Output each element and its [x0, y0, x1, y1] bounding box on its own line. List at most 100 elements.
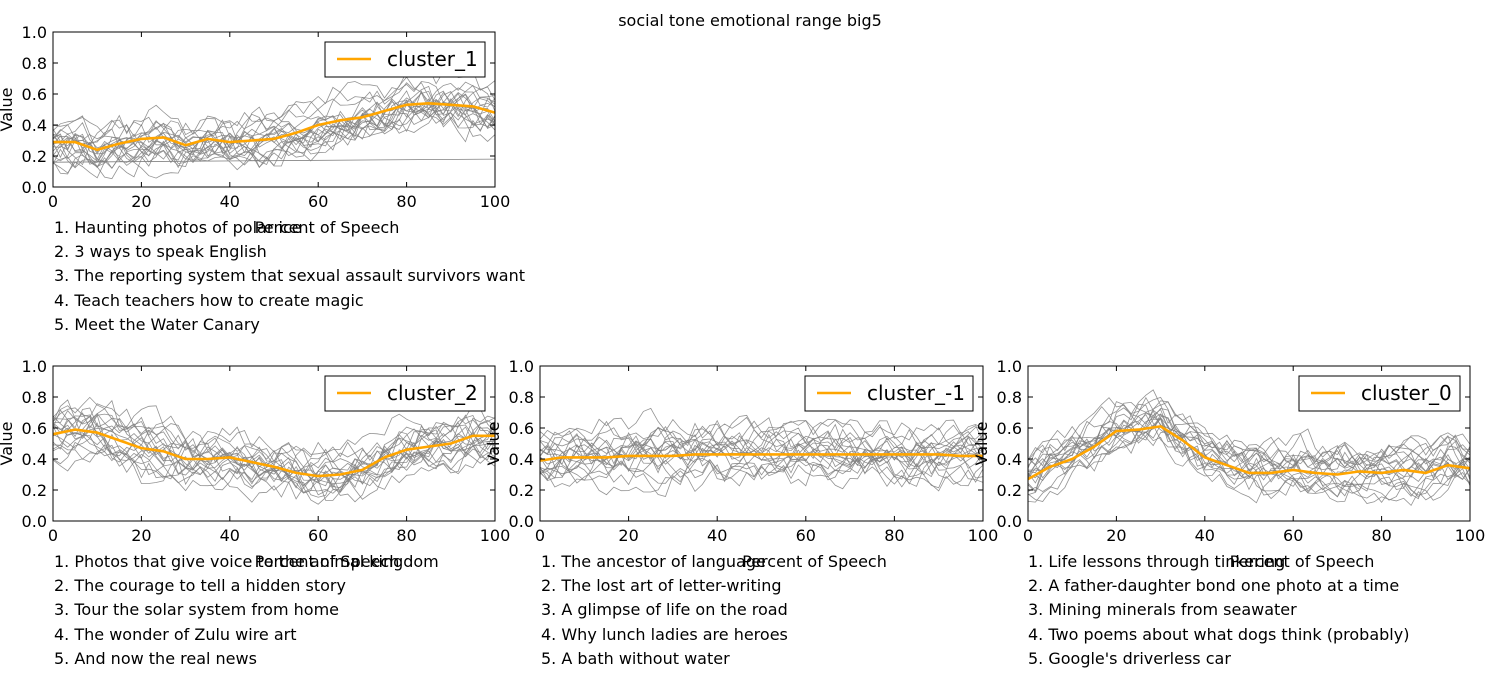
x-tick-label: 100	[480, 192, 511, 211]
talk-title: 3. A glimpse of life on the road	[541, 600, 788, 620]
x-tick-label: 100	[1455, 526, 1486, 545]
x-tick-label: 20	[618, 526, 638, 545]
member-line	[1027, 430, 1471, 504]
member-line	[539, 422, 984, 465]
x-tick-label: 80	[396, 192, 416, 211]
talk-title: 3. Mining minerals from seawater	[1028, 600, 1297, 620]
legend: cluster_2	[324, 375, 486, 412]
legend-label: cluster_0	[1361, 381, 1452, 405]
x-axis-label: Percent of Speech	[255, 552, 400, 571]
member-line	[52, 90, 496, 168]
member-line	[539, 426, 984, 463]
y-tick-label: 0.2	[22, 147, 47, 166]
talk-list-cluster-2: 1. Photos that give voice to the animal …	[54, 552, 439, 673]
x-tick-label: 0	[535, 526, 545, 545]
y-tick-label: 0.6	[997, 419, 1022, 438]
talk-title: 2. The lost art of letter-writing	[541, 576, 782, 596]
series-line-cluster_0	[1027, 425, 1471, 481]
member-line	[52, 158, 496, 163]
legend-label: cluster_1	[387, 47, 478, 71]
talk-list-cluster-0: 1. Life lessons through tinkering 2. A f…	[1028, 552, 1409, 673]
y-tick-label: 0.6	[509, 419, 534, 438]
x-axis-label: Percent of Speech	[255, 218, 400, 237]
figure-title: social tone emotional range big5	[618, 11, 882, 30]
talk-title: 1. Life lessons through tinkering	[1028, 552, 1286, 571]
member-line	[52, 100, 496, 180]
member-line	[1027, 413, 1471, 498]
member-lines	[539, 407, 984, 497]
member-line	[52, 414, 496, 489]
talk-title: 4. The wonder of Zulu wire art	[54, 624, 297, 644]
y-tick-label: 0.6	[22, 419, 47, 438]
y-tick-label: 0.2	[997, 481, 1022, 500]
member-line	[52, 415, 496, 489]
y-tick-label: 0.8	[22, 54, 47, 73]
talk-title: 5. Meet the Water Canary	[54, 314, 260, 334]
talk-list-cluster-1: 1. Haunting photos of polar ice 2. 3 way…	[54, 218, 525, 339]
member-lines	[52, 67, 496, 180]
talk-title: 5. And now the real news	[54, 648, 257, 668]
y-tick-label: 0.2	[509, 481, 534, 500]
legend-label: cluster_2	[387, 381, 478, 405]
member-line	[52, 81, 496, 149]
y-tick-label: 0.4	[997, 450, 1022, 469]
legend: cluster_0	[1298, 375, 1461, 412]
talk-title: 4. Teach teachers how to create magic	[54, 290, 364, 310]
member-line	[1027, 397, 1471, 479]
member-line	[52, 430, 496, 498]
member-line	[52, 422, 496, 489]
talk-title: 3. The reporting system that sexual assa…	[54, 266, 525, 286]
member-line	[1027, 418, 1471, 498]
x-tick-label: 40	[1195, 526, 1215, 545]
chart-panel-1: 0 20 40 60 80 100 0.0 0.2 0.4 0.6 0.8 1.0 Percent of…	[0, 357, 510, 571]
y-axis-label: Value	[484, 422, 503, 466]
plot-frame	[1027, 365, 1471, 522]
x-tick-label: 40	[707, 526, 727, 545]
y-tick-label: 1.0	[22, 23, 47, 42]
member-line	[52, 99, 496, 167]
chart-panel-3: 0 20 40 60 80 100 0.0 0.2 0.4 0.6 0.8 1.0 Percent of…	[972, 357, 1485, 571]
member-line	[539, 432, 984, 470]
member-line	[539, 456, 984, 496]
x-tick-label: 0	[48, 526, 58, 545]
x-tick-label: 60	[308, 192, 328, 211]
talk-title: 1. The ancestor of language	[541, 552, 766, 571]
member-line	[539, 426, 984, 468]
legend: cluster_-1	[804, 375, 974, 412]
talk-title: 5. A bath without water	[541, 648, 730, 668]
member-line	[52, 105, 496, 169]
x-tick-label: 20	[1106, 526, 1126, 545]
x-tick-label: 100	[480, 526, 511, 545]
y-tick-label: 0.0	[997, 512, 1022, 531]
y-tick-label: 1.0	[509, 357, 534, 376]
member-line	[52, 90, 496, 163]
member-line	[52, 81, 496, 162]
talk-title: 2. The courage to tell a hidden story	[54, 576, 346, 596]
talk-title: 4. Two poems about what dogs think (prob…	[1028, 624, 1410, 644]
y-tick-label: 0.0	[509, 512, 534, 531]
member-lines	[1027, 389, 1471, 507]
member-line	[1027, 424, 1471, 503]
x-tick-label: 80	[1371, 526, 1391, 545]
legend: cluster_1	[324, 41, 486, 78]
x-tick-label: 40	[220, 192, 240, 211]
y-tick-label: 0.0	[22, 178, 47, 197]
plot-frame	[52, 31, 496, 188]
member-line	[52, 422, 496, 485]
x-tick-label: 20	[131, 526, 151, 545]
member-line	[1027, 410, 1471, 476]
y-tick-label: 0.0	[22, 512, 47, 531]
y-tick-label: 0.8	[22, 388, 47, 407]
x-axis-label: Percent of Speech	[742, 552, 887, 571]
y-tick-label: 0.8	[509, 388, 534, 407]
series-line-cluster_1	[53, 102, 496, 152]
x-tick-label: 80	[396, 526, 416, 545]
plot-frame	[539, 365, 984, 522]
talk-title: 1. Photos that give voice to the animal …	[54, 552, 439, 571]
x-tick-label: 40	[220, 526, 240, 545]
x-tick-label: 0	[48, 192, 58, 211]
x-axis-label: Percent of Speech	[1230, 552, 1375, 571]
member-lines	[52, 396, 496, 505]
member-line	[1027, 404, 1471, 492]
